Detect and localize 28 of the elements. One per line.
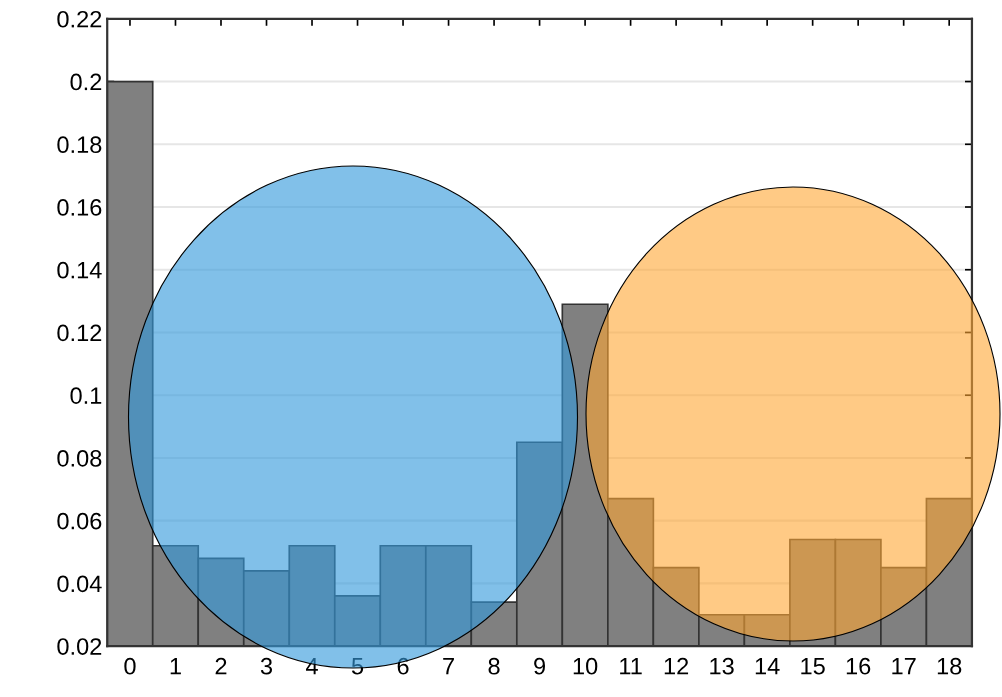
x-tick-label: 7 <box>443 658 454 675</box>
x-tick-label: 1 <box>170 658 181 675</box>
x-tick-label: 11 <box>620 658 642 675</box>
y-tick-label: 0.02 <box>57 638 102 655</box>
x-tick-label: 12 <box>664 657 689 675</box>
y-tick-label: 0.04 <box>57 575 102 593</box>
x-tick-label: 15 <box>801 658 825 675</box>
x-tick-label: 13 <box>710 657 734 675</box>
y-tick-label: 0.12 <box>57 324 102 342</box>
y-tick-label: 0.16 <box>57 199 102 216</box>
y-tick-label: 0.14 <box>57 261 102 279</box>
y-tick-label: 0.2 <box>70 73 102 91</box>
x-tick-label: 14 <box>755 658 780 675</box>
y-tick-label: 0.1 <box>70 387 102 404</box>
y-tick-label: 0.08 <box>57 450 102 467</box>
x-tick-label: 6 <box>397 657 409 675</box>
y-tick-label: 0.06 <box>57 512 102 530</box>
x-tick-label: 18 <box>937 657 962 675</box>
x-tick-label: 0 <box>124 657 136 675</box>
x-tick-label: 17 <box>892 658 916 675</box>
x-tick-label: 9 <box>534 657 546 675</box>
x-tick-label: 8 <box>488 657 500 675</box>
x-tick-label: 10 <box>573 657 598 675</box>
x-tick-label: 2 <box>215 657 227 675</box>
x-tick-label: 16 <box>846 657 871 675</box>
y-tick-label: 0.22 <box>57 10 102 28</box>
x-tick-label: 3 <box>260 657 273 675</box>
y-tick-label: 0.18 <box>57 136 102 154</box>
